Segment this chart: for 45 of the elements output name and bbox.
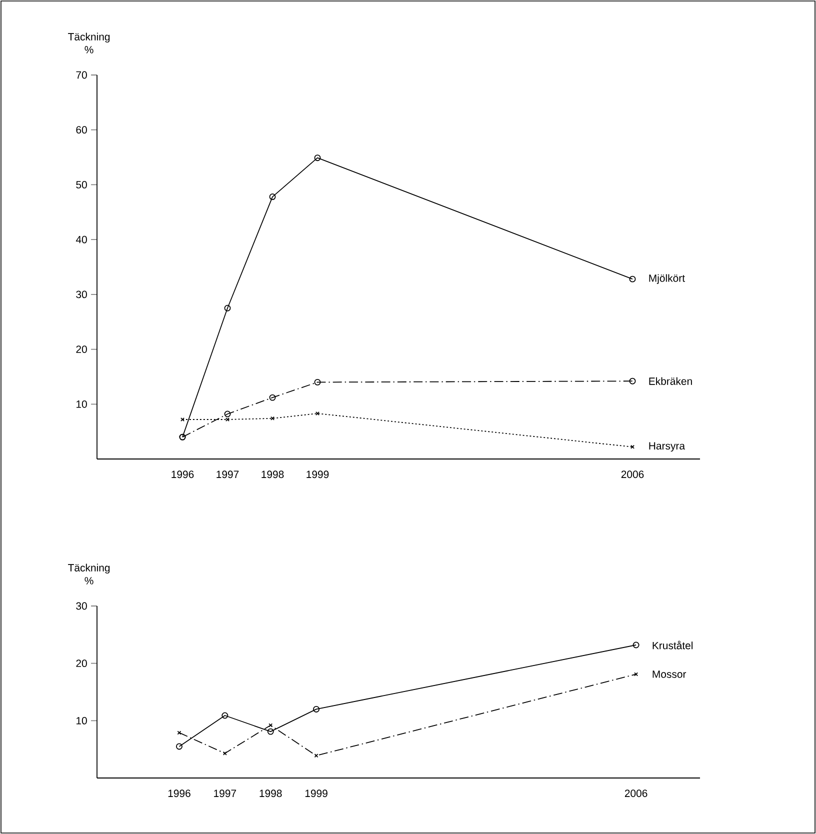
- point: [316, 411, 320, 416]
- series-label: Ekbräken: [649, 377, 692, 385]
- series-label: Mossor: [652, 670, 686, 678]
- point: [177, 730, 182, 735]
- x-tick-label: 1996: [172, 470, 194, 478]
- point: [314, 154, 321, 162]
- series-label: Mjölkört: [649, 274, 685, 284]
- y-tick-label: 60: [76, 126, 87, 134]
- y-tick-label: 50: [76, 181, 87, 188]
- series-label: Kruståtel: [652, 640, 693, 650]
- y-tick-label: 20: [76, 346, 87, 353]
- y-tick-label: 10: [76, 716, 87, 724]
- x-tick-label: 2006: [621, 470, 644, 478]
- y-axis-title: Täckning %: [68, 564, 110, 584]
- point: [629, 378, 636, 384]
- x-tick-label: 2006: [624, 790, 648, 798]
- point: [269, 194, 276, 200]
- y-axis-title: Täckning %: [68, 32, 110, 54]
- y-tick-label: 30: [76, 602, 87, 610]
- point: [222, 751, 227, 756]
- point: [180, 418, 184, 422]
- x-tick-label: 1999: [305, 790, 328, 798]
- point: [222, 712, 228, 719]
- point: [226, 418, 230, 422]
- x-tick-label: 1998: [262, 470, 284, 478]
- y-tick-label: 70: [76, 71, 87, 79]
- y-tick-label: 40: [76, 236, 87, 244]
- point: [270, 416, 275, 420]
- point: [314, 378, 321, 386]
- x-tick-label: 1999: [306, 470, 329, 478]
- x-tick-label: 1998: [260, 790, 282, 798]
- x-tick-label: 1997: [216, 470, 239, 478]
- point: [313, 706, 320, 712]
- y-tick-label: 20: [76, 660, 87, 668]
- x-tick-label: 1996: [168, 790, 190, 798]
- point: [224, 304, 231, 312]
- point: [314, 754, 318, 758]
- x-tick-label: 1997: [214, 790, 236, 798]
- y-tick-label: 30: [76, 290, 87, 298]
- y-tick-label: 10: [76, 400, 87, 408]
- point: [269, 394, 276, 401]
- series-label: Harsyra: [649, 442, 686, 452]
- point: [630, 444, 635, 449]
- point: [224, 410, 231, 418]
- point: [267, 728, 274, 735]
